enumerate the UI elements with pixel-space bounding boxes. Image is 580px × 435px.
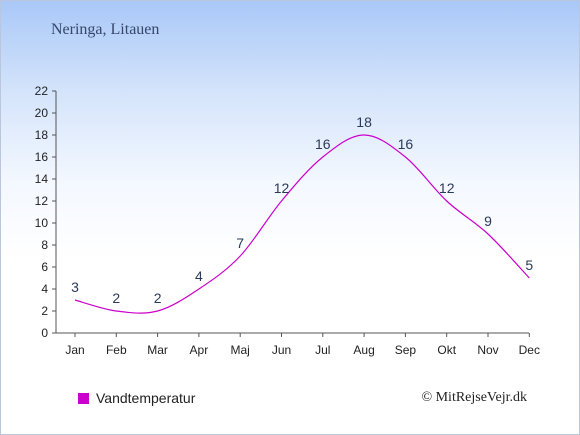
data-label: 16	[398, 136, 414, 152]
chart-marks: 3 2 2 4 7 12 16 18 16 12 9 5	[71, 114, 533, 314]
y-tick-label: 16	[35, 150, 49, 164]
data-label: 9	[484, 213, 492, 229]
x-tick-label: Jan	[65, 343, 84, 357]
legend-label: Vandtemperatur	[96, 390, 196, 406]
data-label: 5	[525, 257, 533, 273]
y-tick-label: 6	[41, 260, 48, 274]
copyright-text: © MitRejseVejr.dk	[421, 390, 527, 405]
y-tick-label: 18	[35, 128, 49, 142]
legend-swatch	[78, 392, 89, 404]
y-tick-label: 20	[35, 106, 49, 120]
legend: Vandtemperatur	[78, 390, 195, 406]
x-tick-label: Jun	[272, 343, 291, 357]
data-label: 3	[71, 279, 79, 295]
y-tick-label: 0	[41, 326, 48, 340]
y-tick-label: 14	[35, 172, 49, 186]
series-line	[74, 134, 530, 314]
x-tick-label: Jul	[315, 343, 330, 357]
data-label: 7	[236, 235, 244, 251]
y-tick-label: 12	[35, 194, 49, 208]
location-title: Neringa, Litauen	[51, 21, 160, 38]
y-tick-label: 8	[41, 238, 48, 252]
x-tick-label: Apr	[190, 343, 209, 357]
y-tick-label: 10	[35, 216, 49, 230]
x-tick-label: Aug	[353, 343, 374, 357]
x-tick-label: Maj	[231, 343, 250, 357]
x-tick-label: Okt	[437, 343, 456, 357]
data-label: 16	[315, 136, 331, 152]
data-label: 18	[356, 114, 372, 130]
data-label: 12	[439, 180, 455, 196]
y-tick-label: 4	[41, 282, 48, 296]
data-label: 12	[274, 180, 290, 196]
x-tick-label: Dec	[519, 343, 540, 357]
data-label: 4	[195, 268, 203, 284]
x-tick-label: Mar	[147, 343, 168, 357]
data-label: 2	[112, 290, 120, 306]
y-tick-label: 22	[35, 84, 49, 98]
x-tick-label: Nov	[477, 343, 498, 357]
x-tick-label: Sep	[395, 343, 417, 357]
y-tick-label: 2	[41, 304, 48, 318]
x-tick-label: Feb	[106, 343, 127, 357]
data-label: 2	[154, 290, 162, 306]
